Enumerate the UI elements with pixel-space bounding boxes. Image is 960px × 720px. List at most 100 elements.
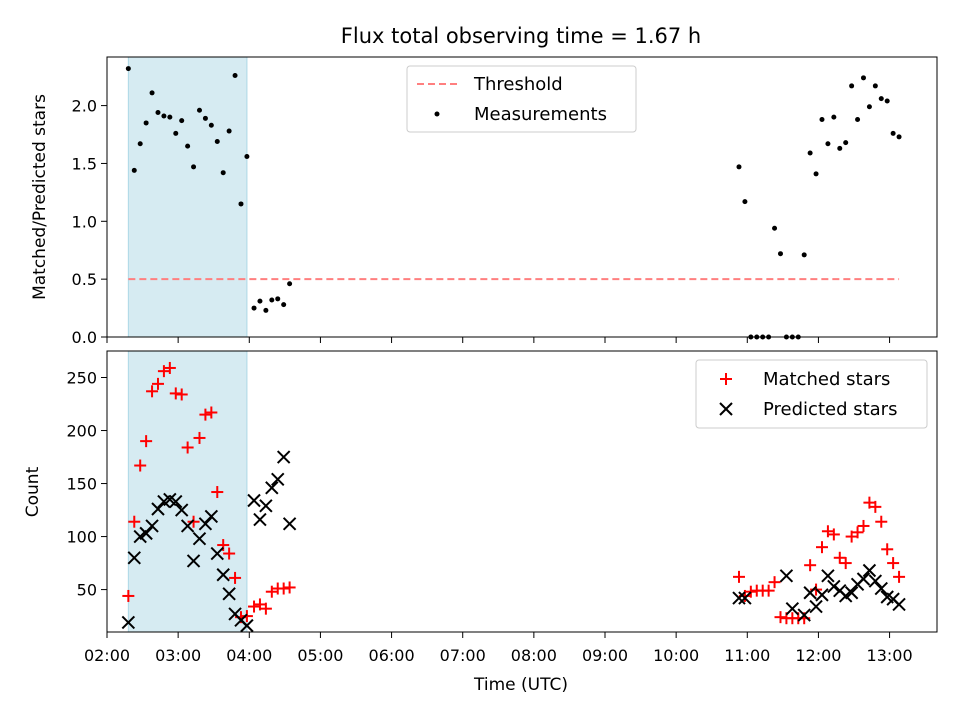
predicted-star-marker [738,591,752,605]
top-y-ticks: 0.0 0.5 1.0 1.5 2.0 [72,97,107,347]
predicted-star-marker [198,517,213,531]
predicted-star-marker [868,574,883,588]
predicted-star-marker [779,569,794,583]
x-tick-label: 08:00 [511,646,557,665]
measurement-point [813,171,819,177]
matched-star-marker [744,585,757,598]
matched-star-marker [774,611,787,624]
measurement-point [232,73,238,79]
legend-predicted-label: Predicted stars [763,399,897,420]
predicted-star-marker [180,519,195,533]
bottom-legend: Matched stars Predicted stars [695,359,928,429]
measurement-point [238,201,244,207]
predicted-star-marker [216,568,230,582]
measurement-point [131,167,137,173]
x-tick-label: 03:00 [155,646,201,665]
chart-title: Flux total observing time = 1.67 h [341,24,701,48]
matched-star-marker [762,584,775,597]
measurement-point [884,98,890,104]
measurement-point [251,305,257,311]
matched-star-marker [887,557,900,570]
predicted-star-marker [282,517,297,531]
predicted-stars-points [121,450,906,633]
matched-star-marker [134,459,147,472]
legend-matched-label: Matched stars [763,369,890,390]
predicted-star-marker [856,572,871,586]
x-tick-label: 11:00 [724,646,770,665]
predicted-star-marker [874,581,888,596]
measurement-point [275,296,281,302]
bottom-y-tick-label: 100 [66,528,97,547]
predicted-star-marker [259,499,273,513]
legend-measurements-swatch [434,111,440,117]
bottom-y-tick-label: 200 [66,422,97,441]
x-tick-label: 13:00 [867,646,913,665]
measurement-point [896,134,902,140]
matched-star-marker [815,541,828,554]
matched-star-marker [128,515,141,528]
predicted-star-marker [169,494,183,509]
bottom-legend-box [695,359,928,429]
bottom-shaded-span [127,350,248,633]
predicted-star-marker [827,579,841,594]
predicted-star-marker [186,554,201,568]
x-tick-label: 09:00 [582,646,628,665]
matched-star-marker [181,441,194,454]
top-x-ticks [106,337,891,343]
top-y-tick-label: 2.0 [72,97,97,116]
matched-star-marker [146,385,159,398]
measurement-point [878,96,884,102]
measurement-point [214,138,220,144]
top-legend: Threshold Measurements [406,65,637,133]
measurement-point [269,297,275,303]
predicted-star-marker [844,586,859,600]
measurement-point [819,116,825,122]
predicted-star-marker [222,587,236,601]
measurement-point [143,120,149,126]
bottom-x-ticks: 02:00 03:00 04:00 05:00 06:00 07:00 08:00 09:00… [84,632,913,665]
measurement-point [161,113,167,119]
legend-matched-swatch [720,373,732,385]
predicted-star-marker [815,588,829,602]
top-plot-frame [106,56,938,338]
measurement-point [849,83,855,89]
measurement-point [167,114,173,120]
matched-star-marker [839,557,852,570]
measurement-point [777,251,783,257]
bottom-y-axis-label: Count [23,466,43,517]
predicted-star-marker [797,608,811,622]
measurement-point [202,115,208,121]
measurement-point [196,107,202,113]
measurement-point [890,130,896,136]
measurement-point [872,83,878,89]
bottom-plot-frame [106,350,938,633]
top-y-tick-label: 1.0 [72,212,97,231]
predicted-star-marker [253,512,267,527]
measurement-point [173,130,179,136]
predicted-star-marker [174,503,189,517]
predicted-star-marker [276,450,291,464]
matched-star-marker [217,539,230,552]
measurement-point [263,307,269,313]
bottom-panel: 50 100 150 200 250 02:00 03:00 04:00 05:00 06:00… [23,350,938,695]
matched-star-marker [122,589,135,602]
matched-star-marker [229,571,242,584]
predicted-star-marker [151,502,165,516]
measurement-point [208,122,214,128]
predicted-star-marker [240,618,254,633]
matched-star-marker [768,576,781,589]
matched-star-marker [283,581,296,594]
measurement-point [226,128,232,134]
predicted-star-marker [210,546,224,561]
bottom-y-tick-label: 250 [66,369,97,388]
matched-stars-points [122,361,906,625]
measurement-point [287,281,293,287]
bottom-y-tick-label: 150 [66,475,97,494]
matched-star-marker [804,559,817,572]
measurement-point [125,66,131,72]
predicted-star-marker [145,519,159,533]
matched-star-marker [248,600,261,613]
matched-star-marker [259,602,272,615]
x-axis-label: Time (UTC) [473,675,568,695]
